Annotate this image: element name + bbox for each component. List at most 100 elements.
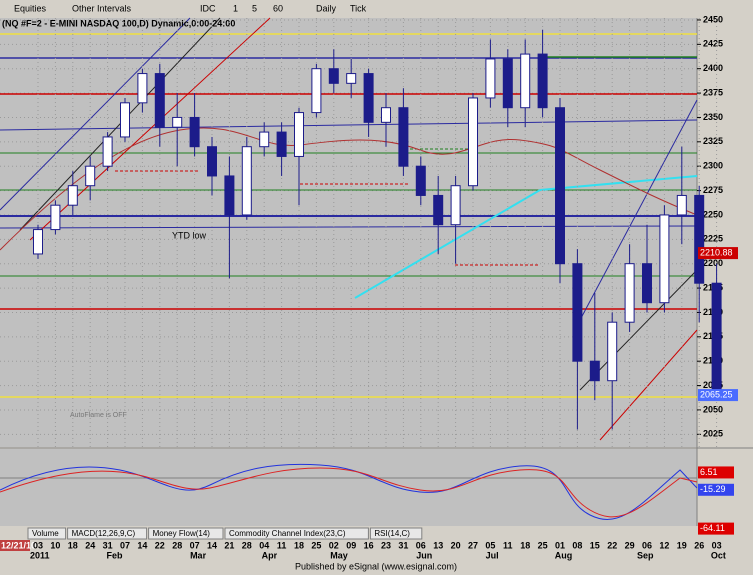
candle-body bbox=[537, 53, 548, 109]
candle-body bbox=[711, 282, 722, 396]
tab[interactable] bbox=[224, 527, 369, 540]
x-tick-label: 15 bbox=[590, 540, 600, 550]
candle-body bbox=[137, 73, 148, 104]
candle-body bbox=[485, 58, 496, 99]
toolbar-item[interactable]: Tick bbox=[350, 3, 367, 13]
indicator-label: -64.11 bbox=[700, 523, 725, 533]
tab[interactable] bbox=[27, 527, 67, 540]
month-label: Sep bbox=[637, 550, 654, 560]
x-tick-label: 19 bbox=[677, 540, 687, 550]
candle-body bbox=[328, 68, 339, 84]
price-label: 2210.88 bbox=[700, 247, 733, 257]
indicator-pane bbox=[0, 449, 697, 526]
y-tick-label: 2200 bbox=[703, 258, 723, 268]
x-tick-label: 31 bbox=[103, 540, 113, 550]
month-label: 2011 bbox=[30, 550, 50, 560]
candle-body bbox=[520, 53, 531, 109]
x-tick-label: 10 bbox=[50, 540, 60, 550]
macd-line bbox=[0, 463, 698, 520]
price-label-bg bbox=[698, 389, 738, 402]
tab[interactable] bbox=[67, 527, 148, 540]
y-tick-label: 2400 bbox=[703, 63, 723, 73]
trend-line bbox=[599, 329, 698, 441]
tab[interactable] bbox=[148, 527, 224, 540]
signal-line bbox=[0, 467, 698, 518]
x-tick-label: 07 bbox=[120, 540, 130, 550]
candle-body bbox=[120, 102, 130, 138]
x-tick-label: 18 bbox=[68, 540, 78, 550]
toolbar-item[interactable]: Equities bbox=[14, 3, 47, 13]
x-tick-label: 21 bbox=[224, 540, 234, 550]
x-tick-label: 22 bbox=[607, 540, 617, 550]
tab[interactable] bbox=[369, 527, 423, 540]
candle-body bbox=[241, 146, 252, 216]
candle-body bbox=[659, 214, 670, 304]
x-tick-label: 25 bbox=[538, 540, 548, 550]
x-tick-label: 07 bbox=[190, 540, 200, 550]
x-tick-label: 09 bbox=[346, 540, 356, 550]
x-tick-label: 25 bbox=[311, 540, 321, 550]
indicator-label: -15.29 bbox=[700, 484, 726, 494]
candle-body bbox=[259, 131, 270, 148]
toolbar-item[interactable]: 5 bbox=[252, 3, 257, 13]
candle-body bbox=[572, 263, 583, 362]
x-tick-label: 14 bbox=[137, 540, 147, 550]
x-tick-label: 08 bbox=[572, 540, 582, 550]
x-tick-label: 06 bbox=[642, 540, 652, 550]
toolbar-item[interactable]: IDC bbox=[200, 3, 216, 13]
price-label: 2065.25 bbox=[700, 389, 733, 399]
trend-line bbox=[579, 99, 698, 321]
toolbar-item[interactable]: Daily bbox=[316, 3, 337, 13]
tab-label[interactable]: Commodity Channel Index(23,C) bbox=[229, 529, 346, 538]
y-tick-label: 2325 bbox=[703, 136, 723, 146]
y-tick-label: 2225 bbox=[703, 234, 723, 244]
toolbar-item[interactable]: 60 bbox=[273, 3, 283, 13]
candle-body bbox=[607, 321, 618, 382]
tab-label[interactable]: Volume bbox=[32, 529, 59, 538]
candle-body bbox=[381, 107, 391, 123]
candle-body bbox=[502, 58, 513, 109]
candle-body bbox=[33, 229, 43, 255]
candle-body bbox=[468, 97, 478, 187]
x-tick-label: 12 bbox=[659, 540, 669, 550]
x-tick-label: 24 bbox=[85, 540, 95, 550]
indicator-lines bbox=[0, 463, 698, 520]
month-label: Oct bbox=[711, 550, 726, 560]
toolbar-row: Equities Other Intervals IDC 1 5 60 Dail… bbox=[14, 3, 367, 13]
tab-label[interactable]: Money Flow(14) bbox=[153, 529, 211, 538]
candle-body bbox=[589, 360, 600, 382]
price-axis bbox=[697, 18, 753, 526]
x-tick-label: 27 bbox=[468, 540, 478, 550]
candle-body bbox=[398, 107, 409, 167]
month-label: Apr bbox=[262, 550, 278, 560]
tab-label[interactable]: MACD(12,26,9,C) bbox=[72, 529, 136, 538]
toolbar-item[interactable]: Other Intervals bbox=[72, 3, 132, 13]
indicator-label-bg bbox=[698, 522, 734, 535]
x-tick-label: 20 bbox=[451, 540, 461, 550]
candle-body bbox=[67, 185, 78, 206]
y-tick-label: 2025 bbox=[703, 429, 723, 439]
candle-body bbox=[224, 175, 235, 216]
candle-body bbox=[346, 73, 357, 84]
tab-label[interactable]: RSI(14,C) bbox=[374, 529, 410, 538]
candle-body bbox=[294, 112, 304, 157]
candle-body bbox=[276, 131, 287, 157]
y-tick-label: 2300 bbox=[703, 161, 723, 171]
x-tick-label: 06 bbox=[416, 540, 426, 550]
candle-body bbox=[154, 73, 165, 128]
level-line bbox=[0, 225, 698, 229]
y-tick-label: 2275 bbox=[703, 185, 723, 195]
x-tick-label: 29 bbox=[625, 540, 635, 550]
month-label: Jun bbox=[416, 550, 432, 560]
x-tick-label: 02 bbox=[329, 540, 339, 550]
x-tick-label: 18 bbox=[520, 540, 530, 550]
candle-body bbox=[363, 73, 374, 123]
candle-body bbox=[207, 146, 217, 177]
x-tick-label: 22 bbox=[155, 540, 165, 550]
candle-body bbox=[172, 116, 183, 128]
indicator-label-bg bbox=[698, 483, 734, 496]
toolbar-item[interactable]: 1 bbox=[233, 3, 238, 13]
y-tick-label: 2250 bbox=[703, 209, 723, 219]
moving-average bbox=[0, 127, 698, 251]
